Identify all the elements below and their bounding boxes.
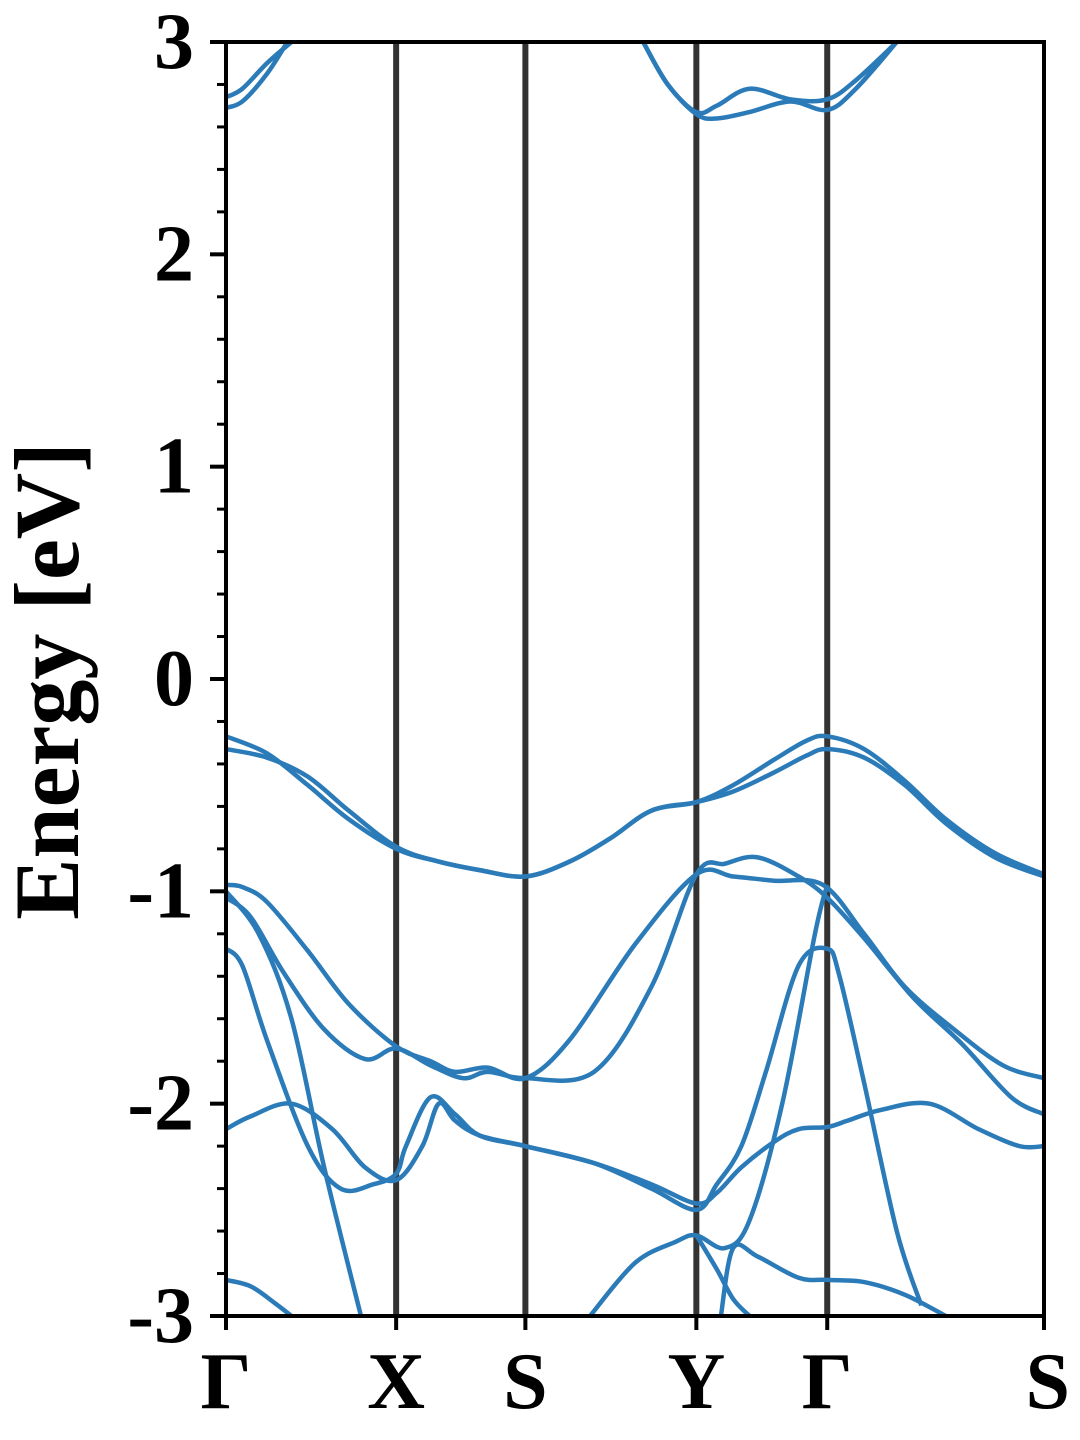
y-tick-label: 1 (154, 423, 194, 511)
y-tick-label: -2 (127, 1060, 194, 1148)
band-line-7 (224, 889, 364, 1317)
x-tick-label: Γ (201, 1338, 252, 1426)
band-lines (224, 40, 1046, 1318)
band-line-3 (225, 867, 1045, 1082)
band-line-12 (225, 40, 290, 110)
band-line-5 (224, 946, 1045, 1206)
band-line-2 (225, 746, 1045, 879)
band-line-4 (224, 854, 1046, 1117)
y-tick-label: -3 (127, 1272, 194, 1360)
x-tick-label: X (367, 1338, 425, 1426)
x-tick-label: S (1026, 1338, 1071, 1426)
x-tick-label: S (503, 1338, 548, 1426)
y-tick-label: 3 (154, 0, 194, 86)
band-line-10 (718, 1242, 947, 1318)
plot-frame (224, 40, 1046, 1318)
y-axis-ticks: 3 2 1 0 -1 -2 -3 (127, 0, 226, 1360)
band-line-15 (641, 40, 899, 121)
y-axis-label: Energy [eV] (0, 442, 98, 920)
band-line-6 (224, 945, 924, 1307)
y-tick-label: 2 (154, 210, 194, 298)
band-line-13 (224, 40, 293, 100)
y-tick-label: 0 (154, 635, 194, 723)
x-tick-label: Y (667, 1338, 725, 1426)
kpath-lines (393, 42, 831, 1316)
band-line-11 (225, 1277, 293, 1318)
y-tick-label: -1 (127, 847, 194, 935)
x-tick-label: Γ (802, 1338, 853, 1426)
band-line-1 (225, 733, 1045, 879)
